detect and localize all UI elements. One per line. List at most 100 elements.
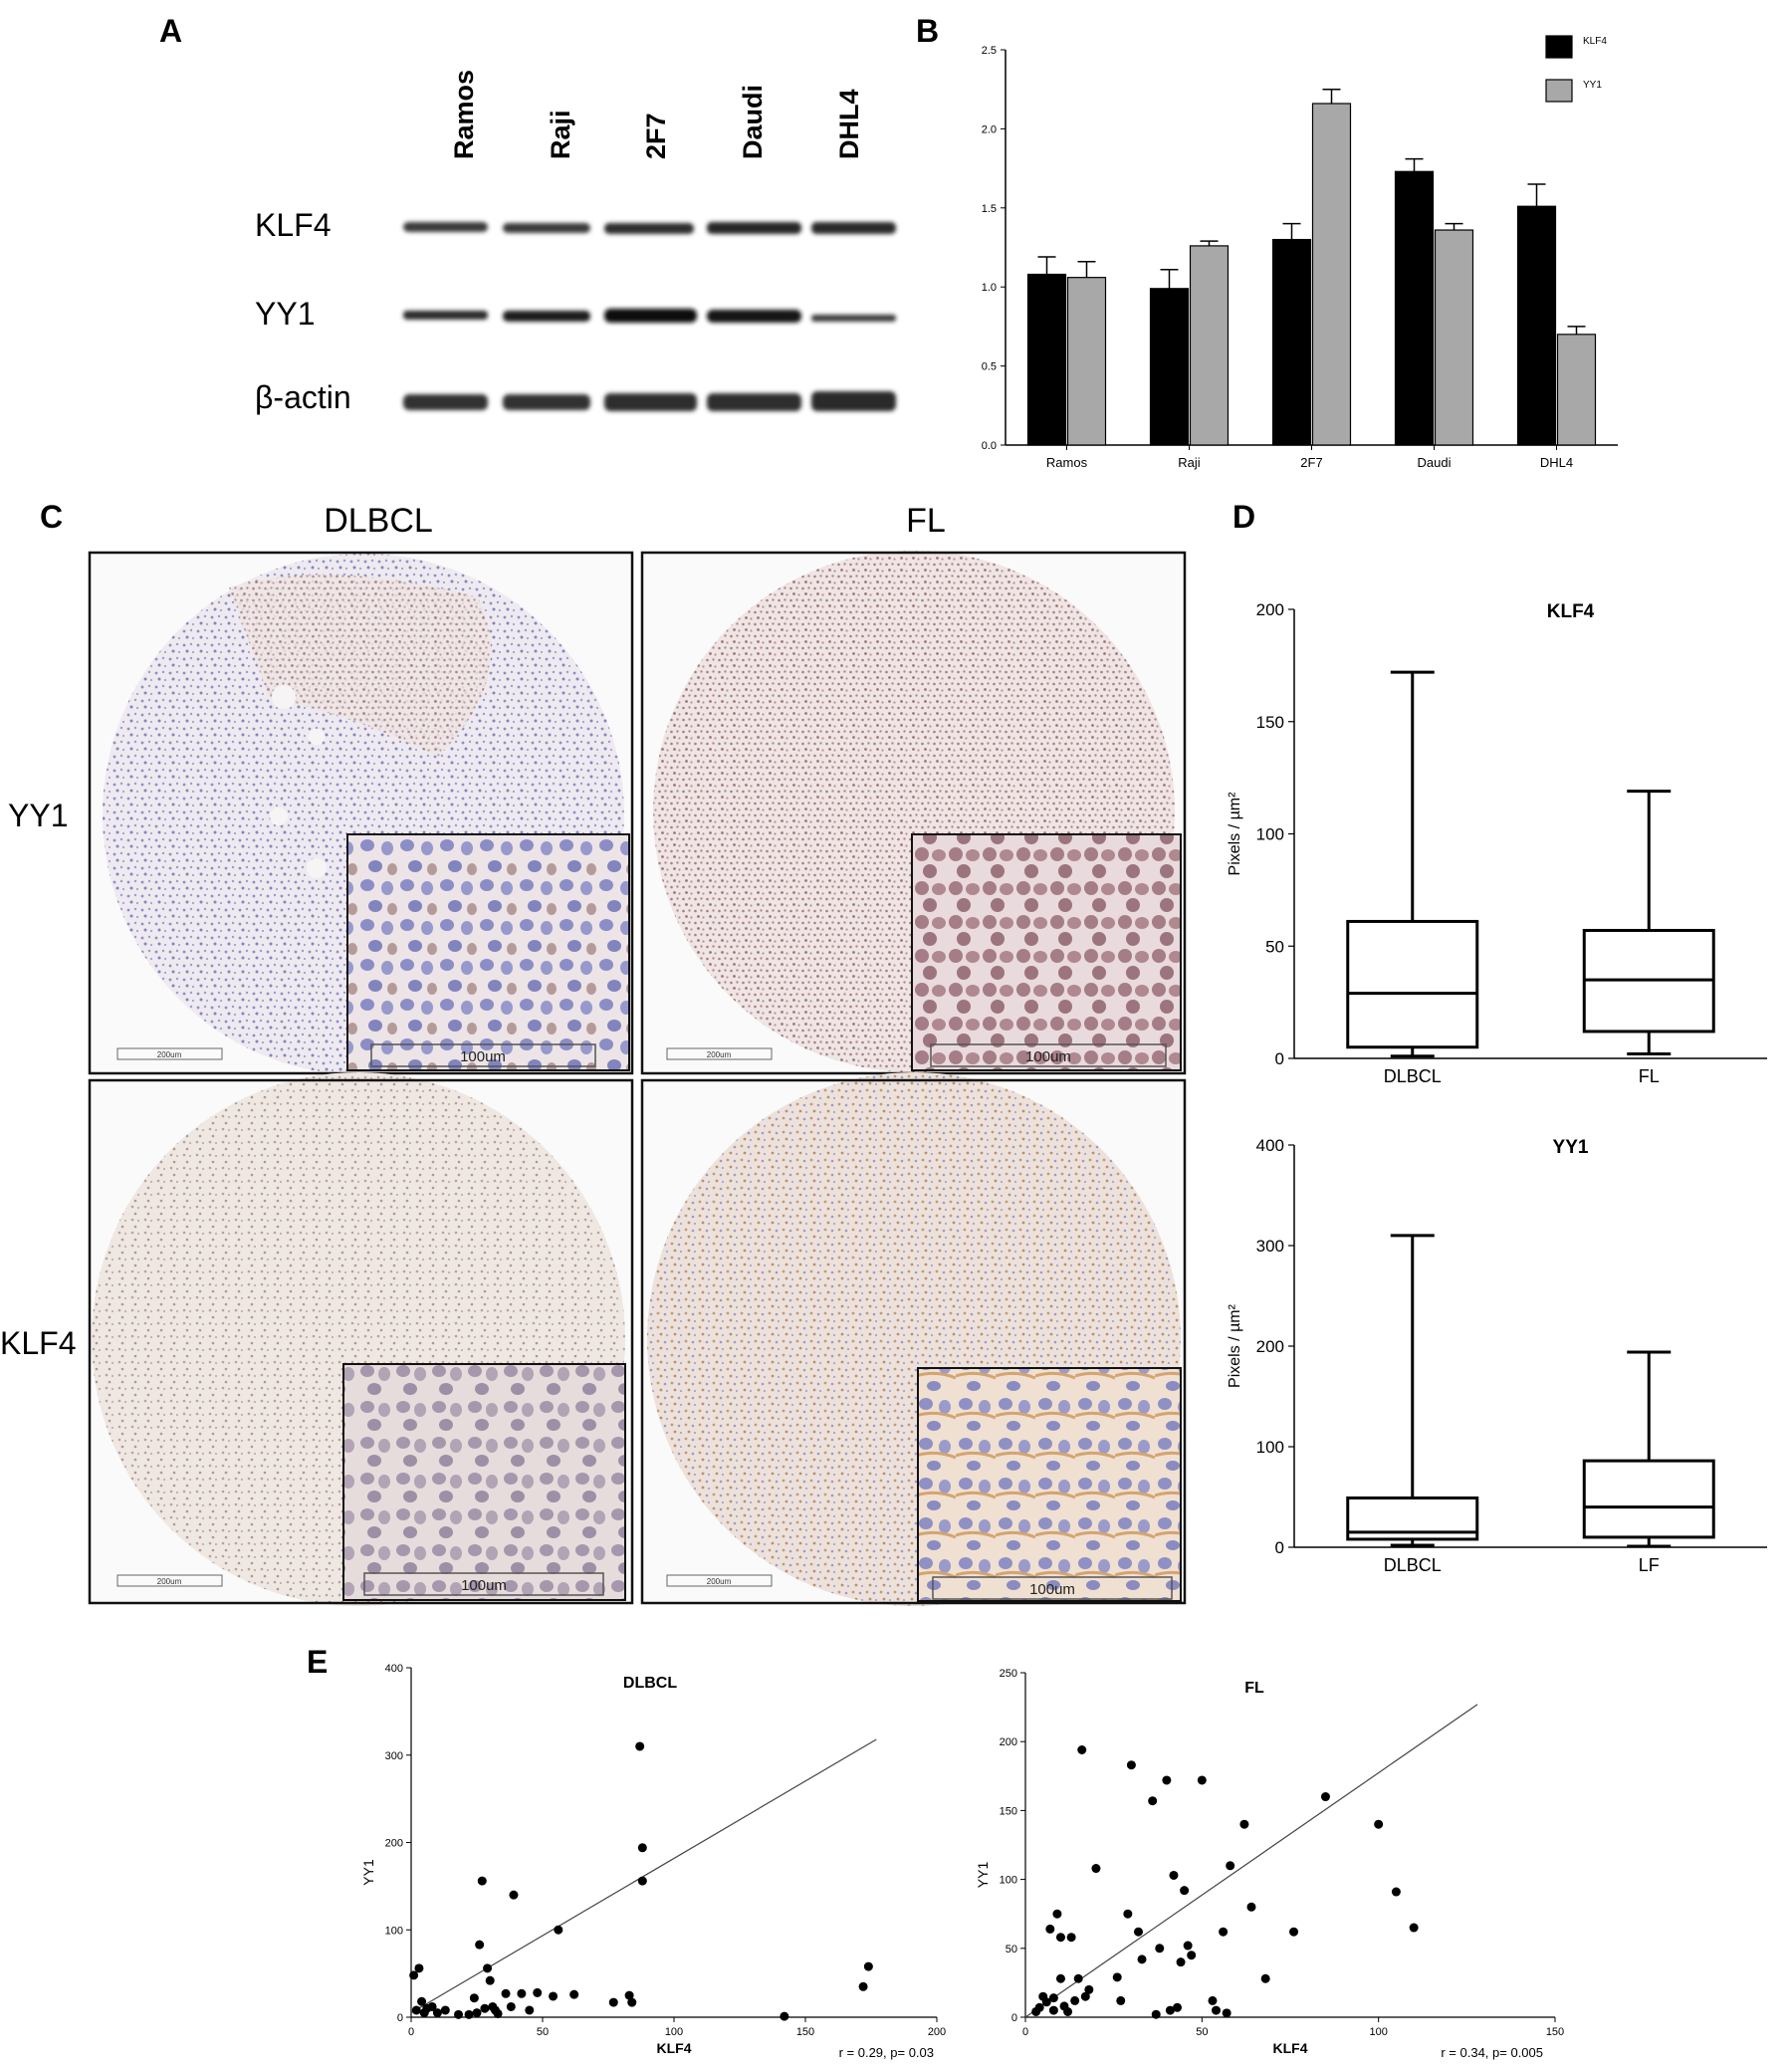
data-point [472,2008,482,2018]
data-point [1197,1775,1207,1785]
y-tick-label: 0 [1275,1538,1284,1557]
x-tick-label: LF [1639,1555,1660,1575]
data-point [1391,1887,1401,1897]
x-tick-label: 100 [1369,2026,1387,2038]
y-tick-label: 200 [1256,1337,1284,1356]
y-tick-label: 400 [385,1663,403,1675]
data-point [1133,1927,1143,1937]
bar-yy1 [1556,334,1597,446]
data-point [1169,1870,1179,1880]
legend-label-yy1: YY1 [1583,80,1602,91]
regression-line [410,1738,877,2014]
data-point [1165,2005,1175,2015]
x-axis-label: KLF4 [1273,2040,1308,2056]
data-point [1409,1923,1419,1933]
inset-fl-yy1 [911,833,1182,1071]
scale-label-inset: 100um [461,1577,507,1594]
inset-dlbcl-yy1 [346,833,630,1071]
blot-row-label-yy1: YY1 [255,296,315,332]
data-point [1055,1973,1065,1983]
data-point [1041,1997,1051,2007]
data-point [1183,1941,1193,1951]
data-point [440,2005,450,2015]
band-yy1-raji [503,311,590,322]
data-point [1116,1995,1126,2005]
data-point [1045,1924,1055,1934]
x-tick-label: 100 [665,2026,683,2038]
data-point [637,1876,647,1886]
inset-dlbcl-klf4 [342,1363,626,1601]
data-point [1066,1933,1076,1943]
panel-letter-e: E [307,1644,328,1680]
chart-title: KLF4 [1547,601,1595,622]
y-tick-label: 200 [385,1838,403,1850]
data-point [517,1988,527,1998]
data-point [409,1970,419,1980]
data-point [533,1987,543,1997]
data-point [1176,1957,1186,1967]
data-point [485,1975,495,1985]
data-point [1226,1861,1235,1871]
y-tick-label: 200 [1000,1736,1017,1748]
bar-yy1 [1311,103,1352,446]
band-klf4-ramos [403,222,488,232]
band-actin-daudi [707,393,801,411]
data-point [464,2009,474,2019]
band-klf4-raji [503,223,590,233]
y-tick-label: 150 [1256,713,1284,732]
data-point [1048,1993,1058,2003]
data-point [1222,2008,1232,2018]
y-tick-label: 50 [1006,1944,1017,1955]
scale-label-main: 200um [157,1577,182,1586]
y-tick-label: 1.5 [982,203,997,215]
data-point [469,1993,479,2003]
data-point [432,2008,442,2018]
data-point [525,2005,535,2015]
data-point [569,1989,579,1999]
data-point [1212,2005,1222,2015]
data-point [414,1963,424,1973]
western-blot-panel: Ramos Raji 2F7 Daudi DHL4 KLF4 YY1 β-act… [255,70,896,415]
data-point [780,2011,789,2021]
y-axis-label: Pixels / µm² [1227,1303,1243,1388]
band-actin-ramos [403,394,488,410]
scatter-plot-dlbcl: 0 100 200 300 400 0 50 100 150 200 DLBCL KLF4 YY1 r =… [360,1663,946,2060]
scale-label-inset: 100um [1029,1581,1075,1598]
data-point [1034,2002,1044,2012]
y-tick-label: 250 [1000,1668,1017,1680]
data-point [1289,1927,1299,1937]
data-point [427,2001,437,2011]
x-tick-label: 2F7 [1300,455,1322,470]
lane-label-2f7: 2F7 [641,113,671,159]
x-tick-label: FL [1639,1066,1660,1086]
data-point [858,1981,868,1991]
legend-swatch-klf4 [1545,35,1573,59]
chart-title: YY1 [1553,1137,1589,1158]
data-point [483,1963,493,1973]
data-point [475,1940,485,1950]
data-point [549,1991,559,2001]
data-point [1374,1819,1384,1829]
x-tick-label: 200 [928,2026,946,2038]
y-tick-label: 0 [1275,1049,1284,1068]
y-axis-label: YY1 [360,1859,376,1886]
data-point [1052,1909,1062,1919]
data-point [1048,2005,1058,2015]
blot-row-label-beta-actin: β-actin [255,379,351,415]
data-point [506,2001,516,2011]
box-plot-klf4: 0 50 100 150 200 KLF4 Pixels / µm² DLBCL FL [1227,600,1767,1086]
x-tick-label: 150 [796,2026,814,2038]
chart-title: FL [1244,1680,1264,1697]
inset-fl-klf4 [917,1367,1182,1602]
scale-bar-inset [363,1572,604,1596]
scale-bar-main [666,1574,773,1587]
band-yy1-daudi [707,310,801,323]
band-klf4-2f7 [604,223,694,234]
data-point [417,1996,427,2006]
x-tick-label: DLBCL [1384,1066,1442,1086]
lane-label-dhl4: DHL4 [834,89,864,159]
data-point [1073,1973,1083,1983]
data-point [624,1990,634,2000]
x-axis-label: KLF4 [657,2040,692,2056]
